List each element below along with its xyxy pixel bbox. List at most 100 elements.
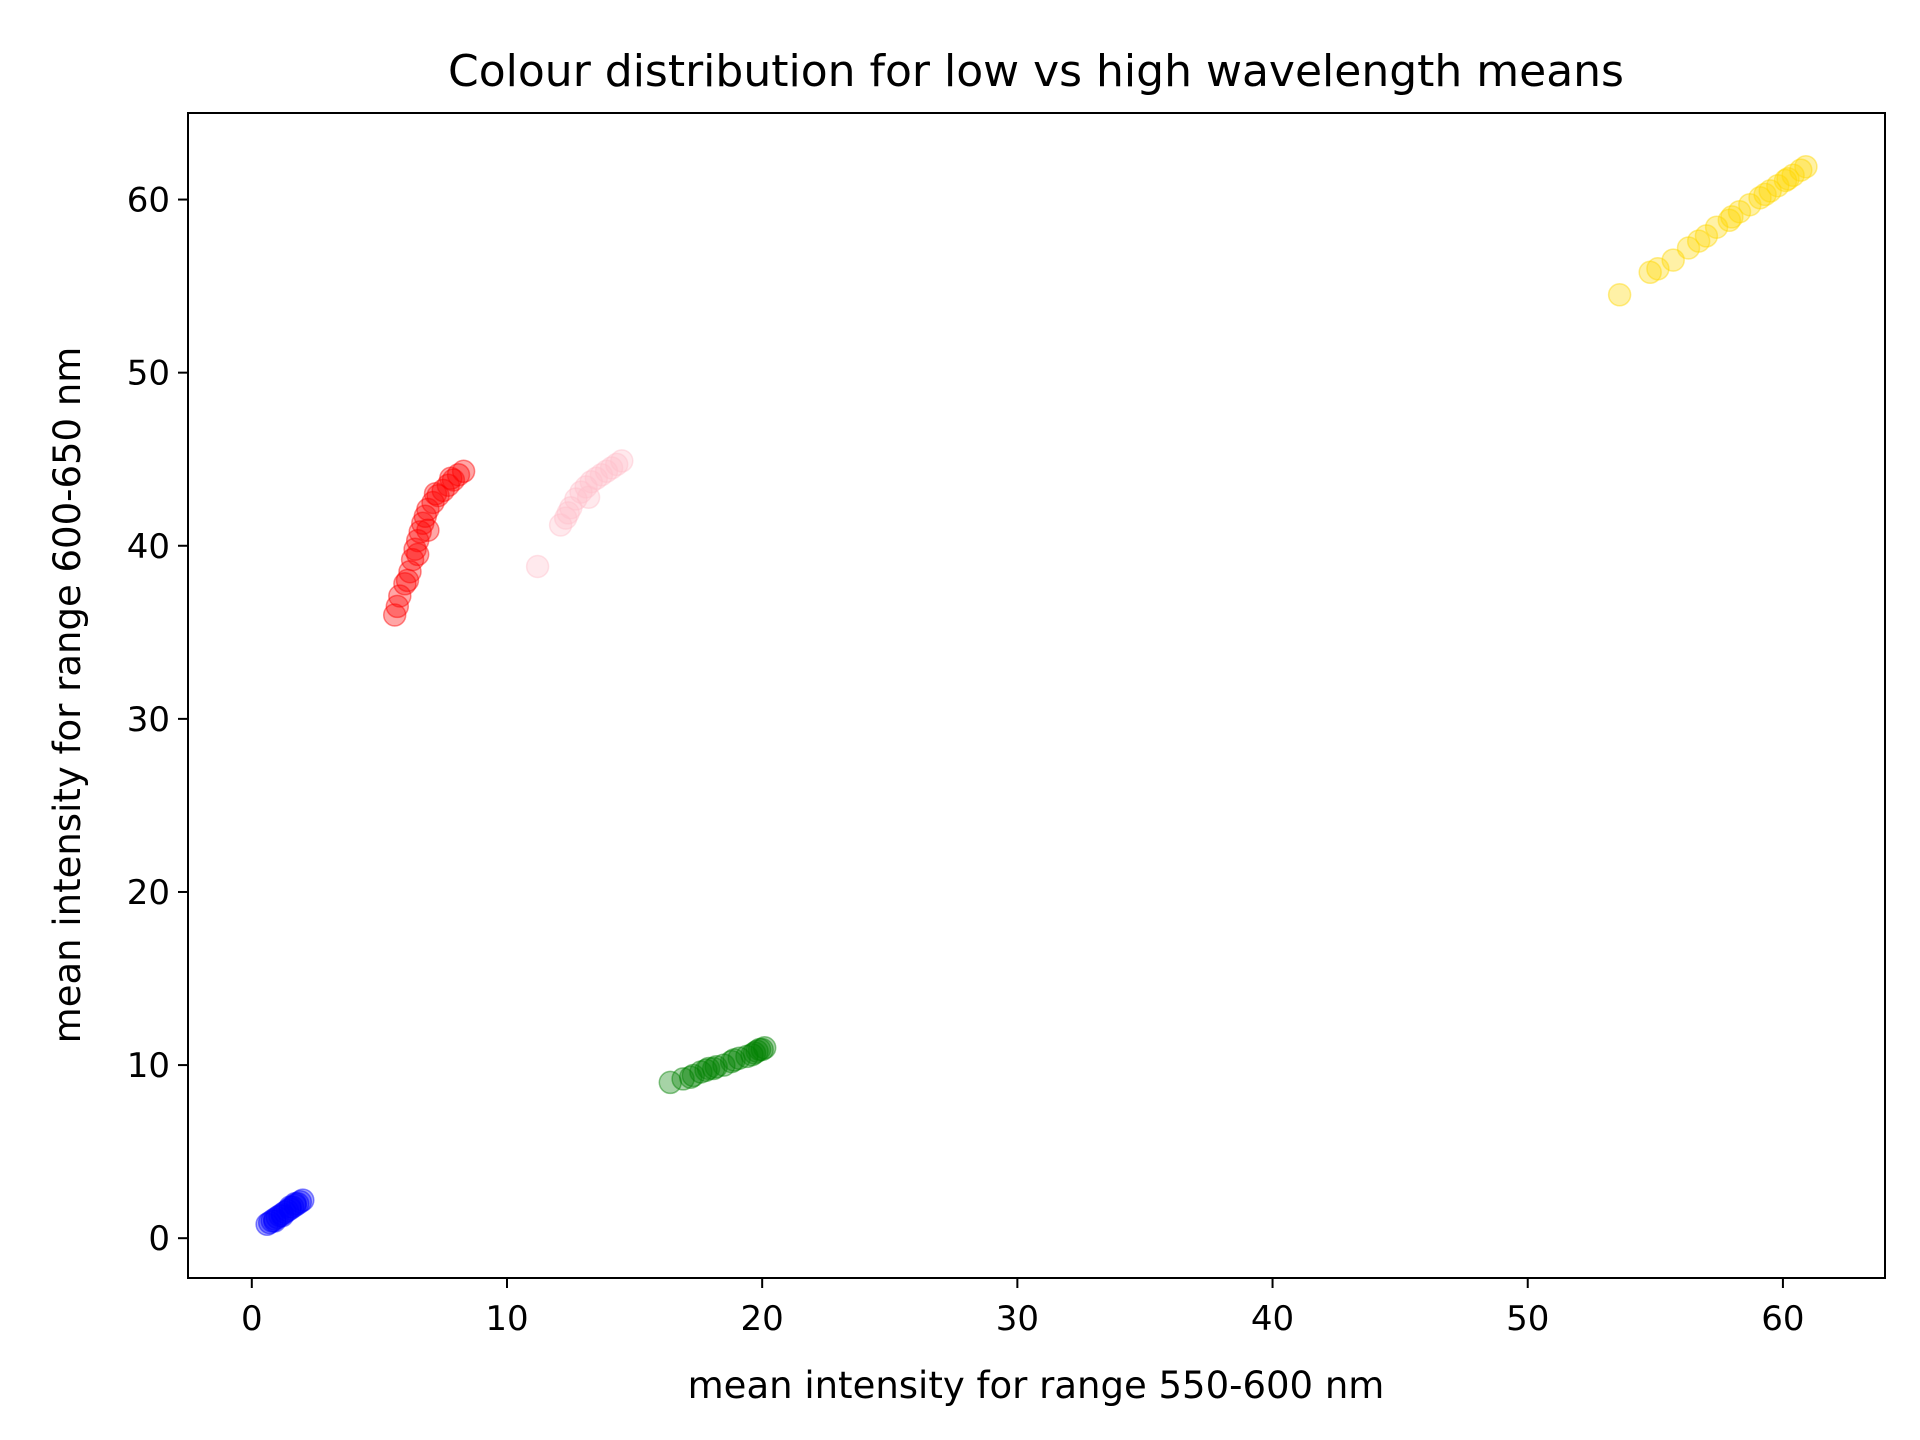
data-point: [559, 495, 583, 520]
data-point: [594, 459, 619, 484]
data-point: [278, 1197, 302, 1221]
data-point: [745, 1039, 769, 1063]
data-point: [1638, 260, 1662, 285]
data-point: [604, 452, 629, 477]
x-tick-label: 20: [741, 1299, 784, 1339]
data-point: [275, 1198, 300, 1223]
data-point: [413, 504, 438, 529]
data-point: [610, 449, 634, 473]
data-point: [1676, 236, 1701, 260]
x-tick-label: 60: [1761, 1299, 1804, 1339]
data-point: [1686, 229, 1711, 253]
data-point: [283, 1191, 307, 1216]
data-point: [395, 568, 420, 593]
data-point: [735, 1044, 759, 1069]
data-point: [752, 1036, 777, 1060]
y-tick-label: 40: [127, 527, 170, 567]
data-point: [1776, 167, 1800, 191]
data-point: [400, 547, 425, 572]
plot-frame: [187, 112, 1886, 1279]
y-tick-label: 60: [127, 181, 170, 221]
data-point: [1727, 199, 1752, 224]
data-point: [747, 1037, 772, 1062]
x-tick-label: 30: [996, 1299, 1039, 1339]
data-point: [1753, 182, 1777, 207]
data-point: [439, 466, 463, 491]
data-point: [405, 542, 430, 567]
data-point: [263, 1209, 287, 1233]
data-point: [1738, 192, 1762, 217]
data-point: [382, 603, 407, 627]
data-point: [446, 463, 471, 487]
data-point: [574, 475, 598, 499]
data-point: [1748, 186, 1772, 210]
data-point: [658, 1070, 683, 1095]
data-point: [696, 1056, 721, 1081]
data-point: [426, 483, 450, 508]
data-point: [385, 594, 410, 619]
data-point: [701, 1056, 726, 1081]
y-tick-label: 0: [148, 1219, 170, 1259]
data-point: [740, 1042, 764, 1067]
data-point: [1773, 168, 1798, 193]
data-point: [423, 482, 448, 506]
data-point: [388, 584, 412, 608]
data-point: [742, 1041, 767, 1065]
x-tick-label: 10: [485, 1299, 528, 1339]
data-point: [569, 480, 593, 504]
data-point: [411, 511, 435, 536]
data-point: [671, 1067, 695, 1091]
x-axis: 0 10 20 30 40 50 60: [241, 1278, 1805, 1339]
data-point: [416, 518, 440, 542]
data-point: [436, 473, 461, 497]
data-point: [564, 487, 588, 511]
data-point: [727, 1046, 751, 1070]
data-point: [265, 1205, 290, 1230]
y-tick-label: 30: [127, 700, 170, 740]
data-point: [260, 1209, 284, 1233]
y-axis-label: mean intensity for range 600-650 nm: [46, 347, 89, 1044]
data-point: [270, 1203, 295, 1228]
data-point: [257, 1210, 282, 1235]
x-axis-label: mean intensity for range 550-600 nm: [688, 1364, 1385, 1407]
data-point: [268, 1203, 292, 1228]
data-point: [1694, 224, 1719, 248]
data-point: [678, 1065, 703, 1089]
data-point: [398, 559, 422, 584]
data-point: [1758, 179, 1782, 203]
data-point: [579, 469, 603, 494]
data-point: [553, 506, 578, 530]
data-point: [288, 1190, 313, 1214]
data-point: [408, 520, 432, 544]
data-point: [273, 1200, 297, 1224]
data-point: [451, 459, 476, 484]
data-point: [255, 1212, 279, 1237]
data-point: [599, 456, 624, 480]
data-point: [285, 1191, 310, 1216]
data-point: [689, 1060, 713, 1084]
data-point: [589, 463, 614, 487]
data-point: [1781, 163, 1805, 188]
points-layer: [255, 154, 1818, 1237]
data-point: [584, 466, 609, 491]
data-point: [393, 572, 417, 596]
data-point: [1661, 248, 1685, 272]
x-tick-label: 50: [1506, 1299, 1549, 1339]
data-point: [681, 1063, 706, 1088]
data-point: [441, 468, 466, 492]
data-point: [704, 1055, 728, 1079]
data-point: [270, 1202, 295, 1226]
data-point: [283, 1193, 307, 1218]
data-point: [278, 1195, 302, 1219]
chart-title: Colour distribution for low vs high wave…: [448, 46, 1624, 97]
data-point: [291, 1188, 315, 1212]
data-point: [548, 513, 573, 537]
data-point: [576, 485, 601, 510]
data-point: [1646, 257, 1670, 281]
data-point: [1766, 173, 1790, 198]
y-tick-label: 20: [127, 873, 170, 913]
data-point: [405, 528, 430, 553]
data-point: [421, 490, 445, 515]
y-tick-label: 10: [127, 1046, 170, 1086]
